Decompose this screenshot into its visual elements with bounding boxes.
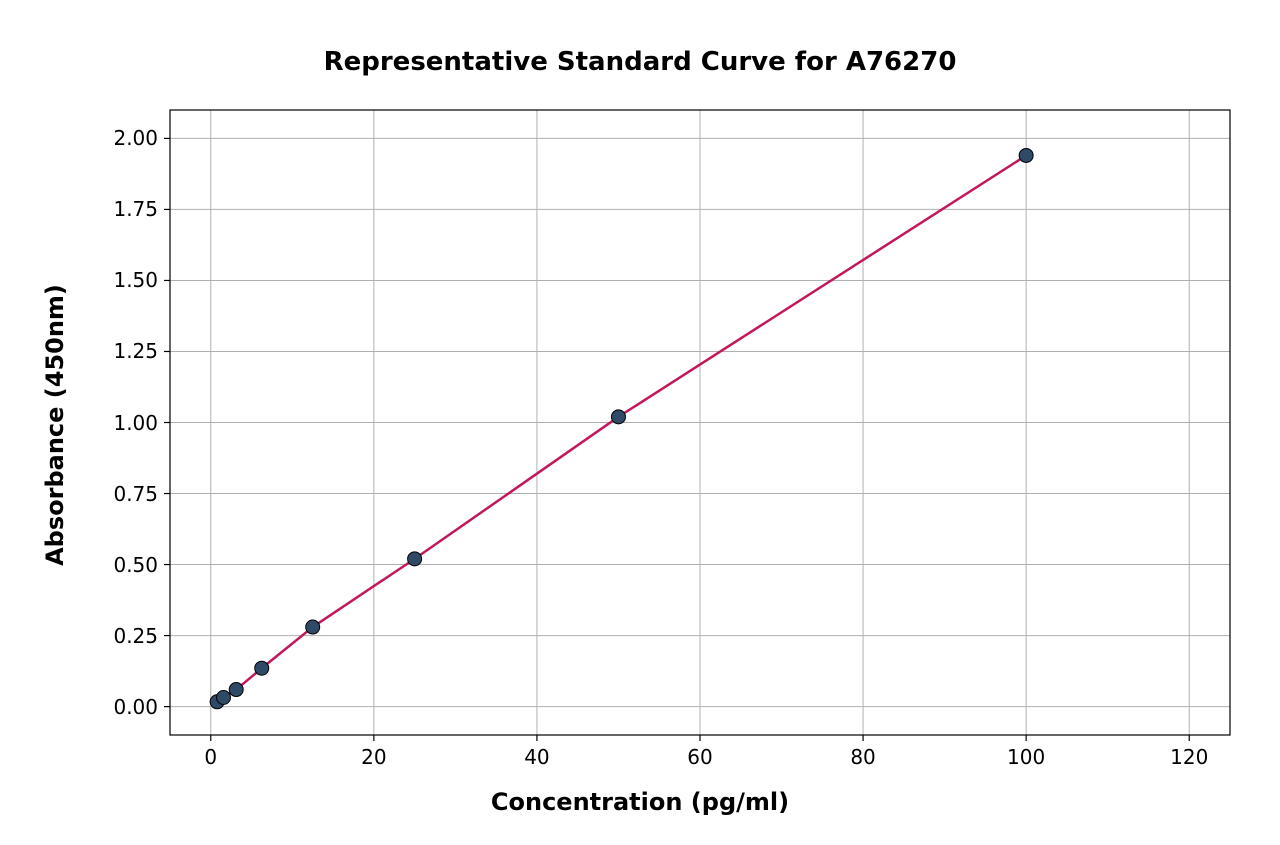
- y-tick-label: 0.25: [113, 624, 158, 648]
- data-point: [306, 620, 320, 634]
- data-point: [255, 661, 269, 675]
- y-tick-label: 0.00: [113, 695, 158, 719]
- data-point: [229, 683, 243, 697]
- y-axis-label: Absorbance (450nm): [41, 275, 69, 575]
- x-tick-label: 60: [680, 745, 720, 769]
- chart-svg: [0, 0, 1280, 845]
- y-tick-label: 1.25: [113, 339, 158, 363]
- y-tick-label: 1.50: [113, 268, 158, 292]
- data-point: [216, 691, 230, 705]
- chart-title: Representative Standard Curve for A76270: [0, 47, 1280, 77]
- y-tick-label: 2.00: [113, 126, 158, 150]
- y-tick-label: 1.00: [113, 411, 158, 435]
- x-tick-label: 20: [354, 745, 394, 769]
- chart-container: Representative Standard Curve for A76270…: [0, 0, 1280, 845]
- x-tick-label: 0: [191, 745, 231, 769]
- y-tick-label: 1.75: [113, 197, 158, 221]
- x-axis-label: Concentration (pg/ml): [0, 788, 1280, 816]
- data-point: [1019, 148, 1033, 162]
- x-tick-label: 80: [843, 745, 883, 769]
- x-tick-label: 120: [1169, 745, 1209, 769]
- y-tick-label: 0.50: [113, 553, 158, 577]
- x-tick-label: 40: [517, 745, 557, 769]
- data-point: [408, 552, 422, 566]
- y-tick-label: 0.75: [113, 482, 158, 506]
- data-point: [611, 410, 625, 424]
- x-tick-label: 100: [1006, 745, 1046, 769]
